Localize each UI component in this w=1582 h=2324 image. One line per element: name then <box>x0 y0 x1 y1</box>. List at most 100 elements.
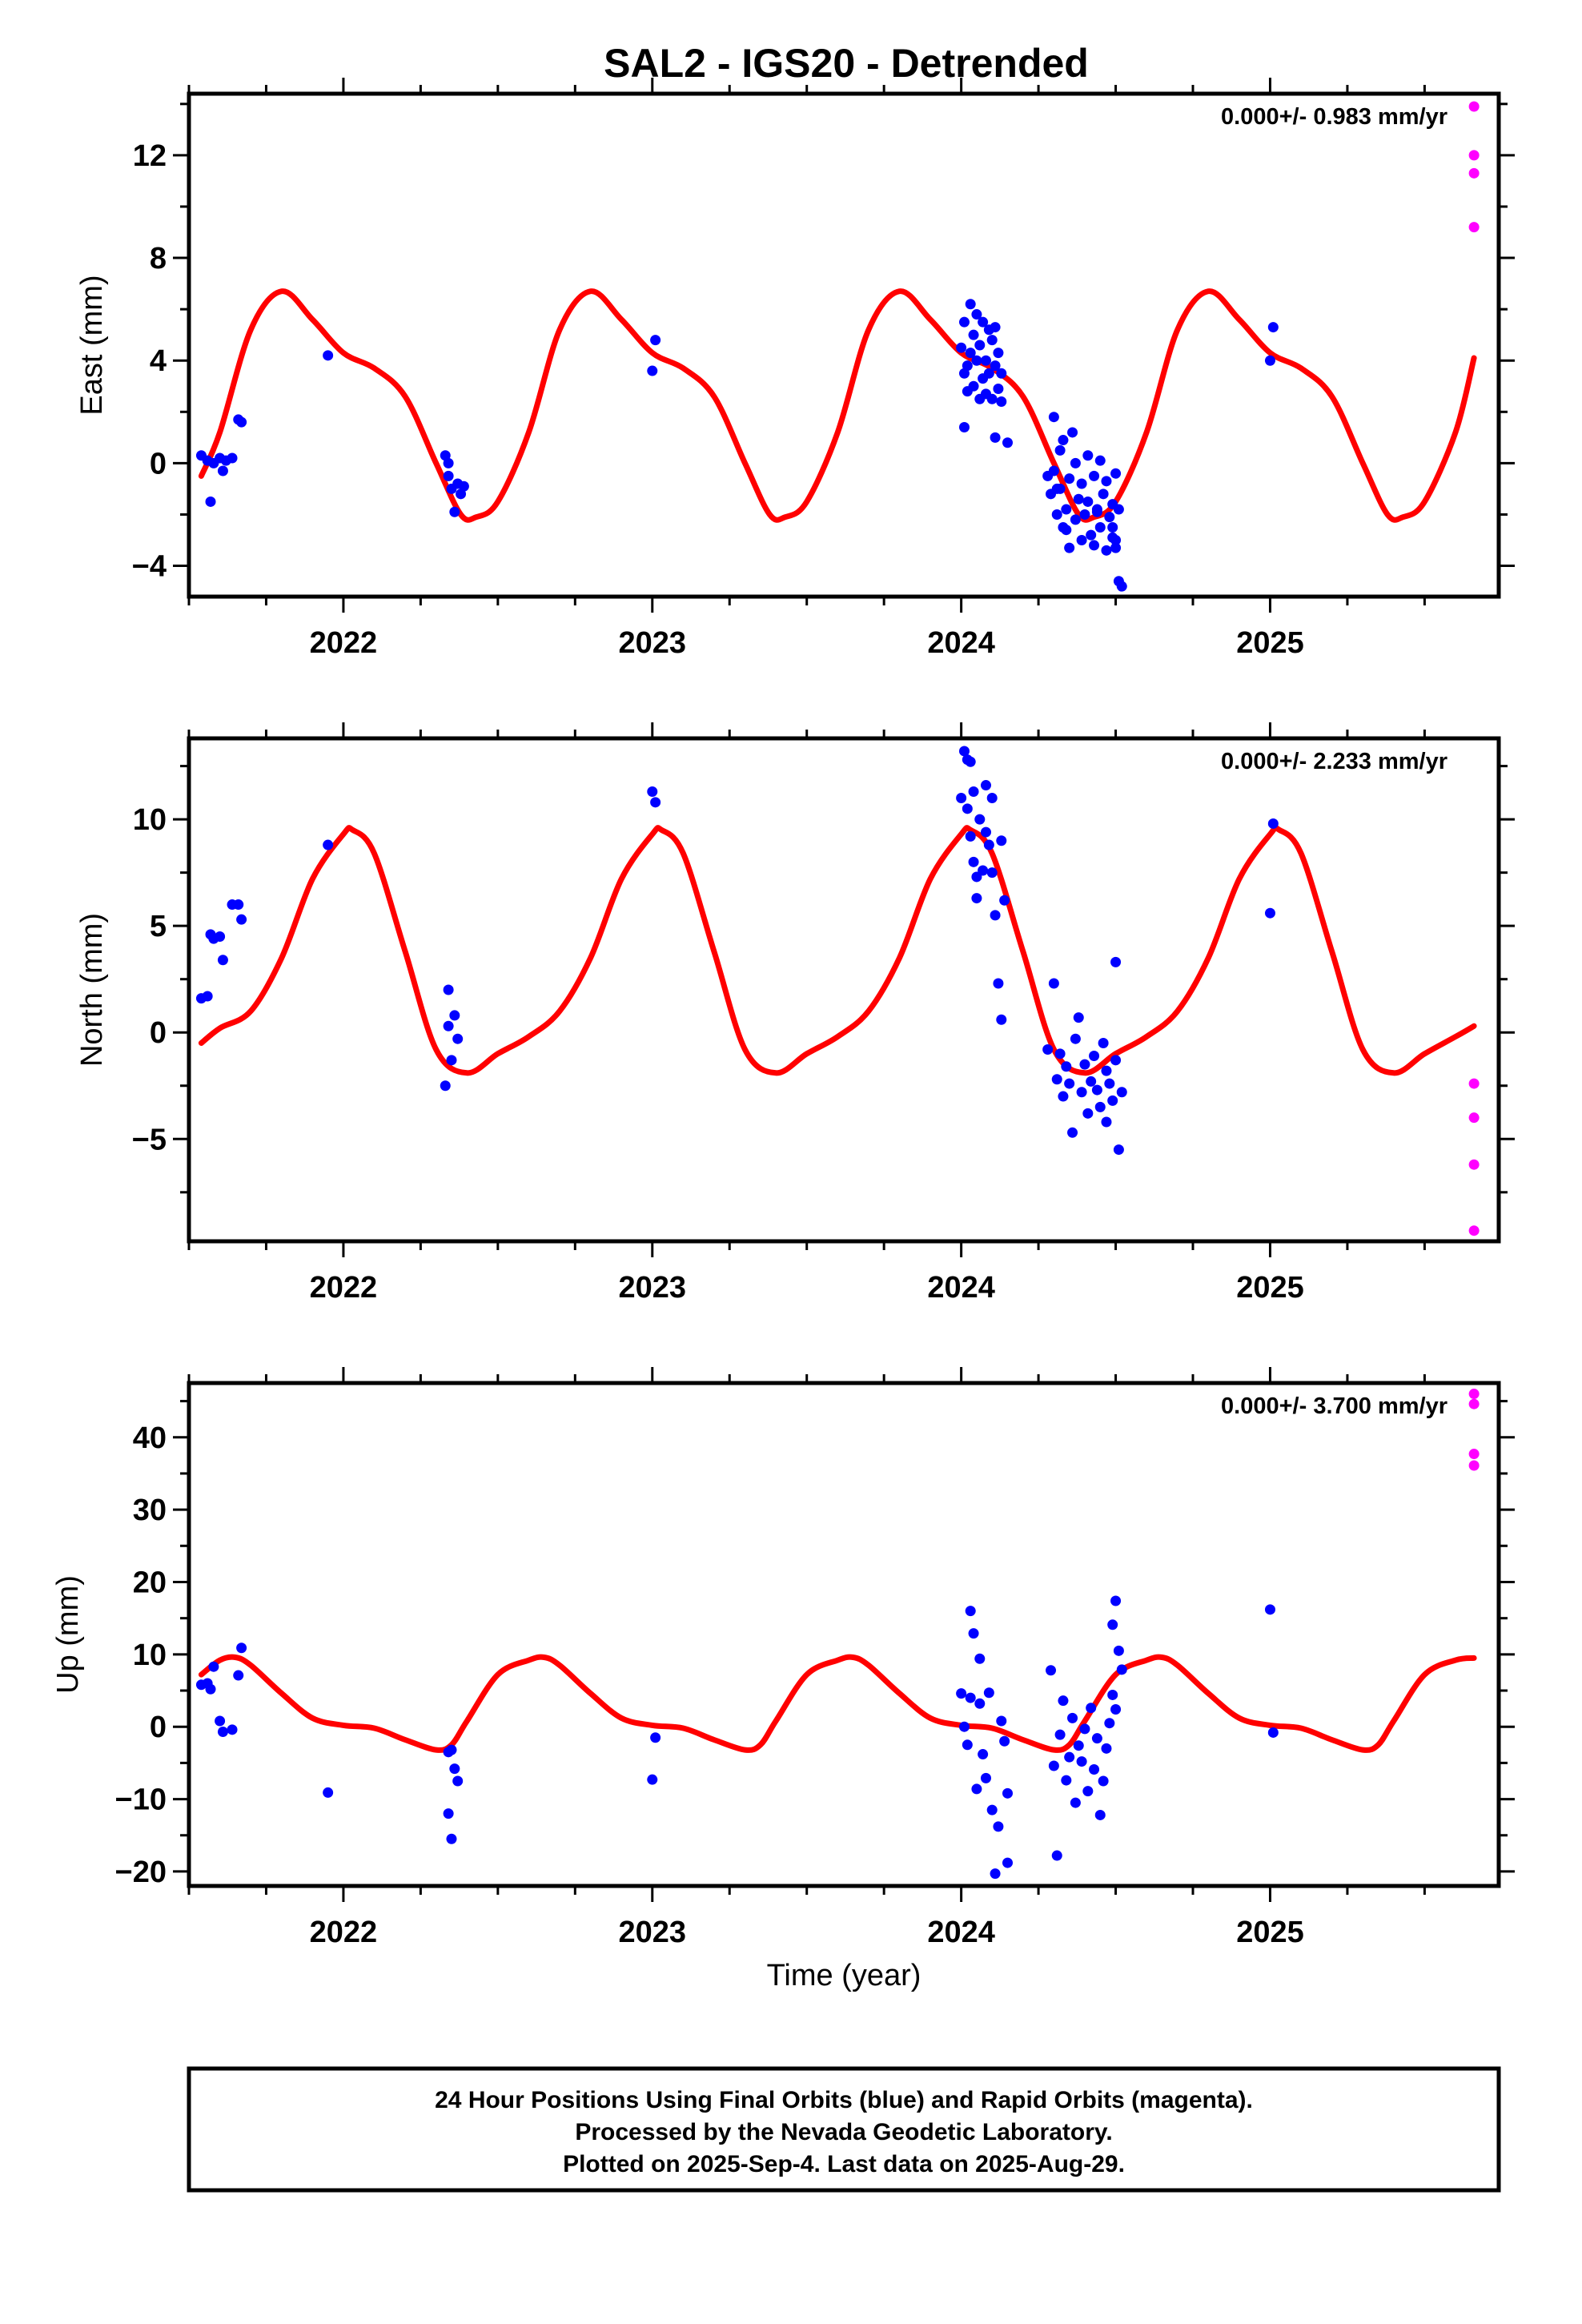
up-final-point <box>1073 1740 1084 1751</box>
footer-line: 24 Hour Positions Using Final Orbits (bl… <box>435 2087 1253 2113</box>
up-rapid-points <box>1468 1389 1480 1471</box>
up-final-point <box>236 1642 247 1654</box>
east-final-point <box>1076 478 1087 489</box>
east-panel: 2022 2023 2024 2025 −4 0 4 8 12 East (mm) 0.000… <box>75 78 1515 660</box>
east-final-point <box>1089 540 1100 551</box>
north-y-tick-labels: −5 0 5 10 <box>132 803 167 1156</box>
north-final-point <box>1089 1050 1100 1061</box>
north-final-point <box>1061 1061 1072 1072</box>
east-final-point <box>965 348 976 359</box>
north-final-point <box>968 786 979 798</box>
east-final-point <box>1104 512 1115 523</box>
up-final-point <box>968 1628 979 1639</box>
up-final-point <box>999 1735 1010 1747</box>
up-x-tick-label: 2024 <box>927 1916 995 1949</box>
east-rapid-points <box>1468 101 1480 233</box>
north-final-point <box>202 991 213 1002</box>
up-rate-label: 0.000+/- 3.700 mm/yr <box>1221 1393 1447 1419</box>
east-final-point <box>986 393 998 404</box>
north-final-point <box>965 830 976 842</box>
up-y-tick-label: 0 <box>150 1711 167 1744</box>
east-final-point <box>1110 542 1122 553</box>
up-final-point <box>980 1772 991 1783</box>
east-final-point <box>1061 525 1072 536</box>
east-final-point <box>1054 444 1066 456</box>
up-final-point <box>205 1683 216 1695</box>
east-final-point <box>1267 322 1279 333</box>
up-ticks <box>173 1367 1515 1902</box>
x-axis-label: Time (year) <box>767 1959 921 1992</box>
up-final-point <box>1054 1729 1066 1740</box>
up-panel: 2022 2023 2024 2025 −20 −10 0 10 20 30 40 Up (mm)… <box>51 1367 1515 1949</box>
up-final-point <box>986 1804 998 1815</box>
north-plot-frame <box>187 736 1501 1244</box>
north-final-point <box>956 793 967 804</box>
up-final-point <box>962 1739 973 1751</box>
east-final-point <box>971 309 982 320</box>
east-final-point <box>990 322 1001 333</box>
east-final-point <box>978 316 989 328</box>
north-y-tick-label: 0 <box>150 1016 167 1050</box>
up-y-tick-label: 40 <box>133 1421 167 1455</box>
north-final-point <box>323 839 334 850</box>
north-final-point <box>1101 1116 1112 1128</box>
up-y-tick-label: 30 <box>133 1494 167 1527</box>
up-final-point <box>1091 1733 1102 1744</box>
east-final-point <box>990 360 1001 372</box>
up-final-point <box>974 1698 986 1709</box>
up-final-point <box>1264 1604 1275 1615</box>
east-final-point <box>1048 412 1059 423</box>
east-final-point <box>1082 496 1094 507</box>
north-final-point <box>440 1080 451 1092</box>
east-final-point <box>1002 437 1013 448</box>
north-final-point <box>452 1033 464 1044</box>
up-final-point <box>1079 1723 1090 1735</box>
footer-line: Processed by the Nevada Geodetic Laborat… <box>575 2119 1112 2145</box>
up-plot-frame <box>187 1381 1501 1888</box>
east-model-curve <box>198 288 1477 523</box>
north-y-tick-label: 10 <box>133 803 167 837</box>
east-final-point <box>1082 450 1094 461</box>
east-final-point <box>1116 581 1127 592</box>
up-final-point <box>227 1724 238 1735</box>
north-x-tick-labels: 2022 2023 2024 2025 <box>310 1271 1304 1305</box>
east-final-point <box>968 380 979 392</box>
north-final-point <box>986 867 998 879</box>
east-final-point <box>1058 435 1069 446</box>
north-final-point <box>1082 1108 1094 1119</box>
east-final-point <box>965 299 976 310</box>
east-final-point <box>1107 521 1118 533</box>
east-final-point <box>449 506 460 517</box>
north-final-point <box>1079 1059 1090 1070</box>
north-final-point <box>1116 1087 1127 1098</box>
east-final-point <box>974 340 986 351</box>
east-rapid-point <box>1468 222 1480 233</box>
north-x-tick-label: 2022 <box>310 1271 378 1305</box>
up-final-point <box>1107 1689 1118 1700</box>
north-final-point <box>996 835 1007 846</box>
north-final-point <box>983 839 994 850</box>
east-rapid-point <box>1468 150 1480 161</box>
north-final-point <box>1064 1078 1075 1089</box>
up-x-tick-label: 2022 <box>310 1916 378 1949</box>
up-final-point <box>1002 1787 1013 1799</box>
north-final-point <box>647 786 658 798</box>
north-final-point <box>215 931 226 942</box>
up-final-points <box>195 1595 1279 1880</box>
east-y-tick-label: 4 <box>150 344 167 378</box>
north-final-point <box>974 814 986 825</box>
north-ticks <box>173 722 1515 1257</box>
up-final-point <box>647 1774 658 1785</box>
up-rapid-point <box>1468 1389 1480 1400</box>
east-y-tick-label: −4 <box>132 550 167 584</box>
east-final-point <box>217 465 228 476</box>
north-final-point <box>962 803 973 814</box>
up-final-point <box>1113 1645 1124 1656</box>
up-final-point <box>1098 1775 1109 1787</box>
north-final-point <box>971 871 982 883</box>
north-final-point <box>1094 1101 1106 1112</box>
north-y-axis-label: North (mm) <box>75 913 109 1067</box>
figure-title: SAL2 - IGS20 - Detrended <box>604 41 1089 86</box>
east-plot-frame <box>187 91 1501 599</box>
